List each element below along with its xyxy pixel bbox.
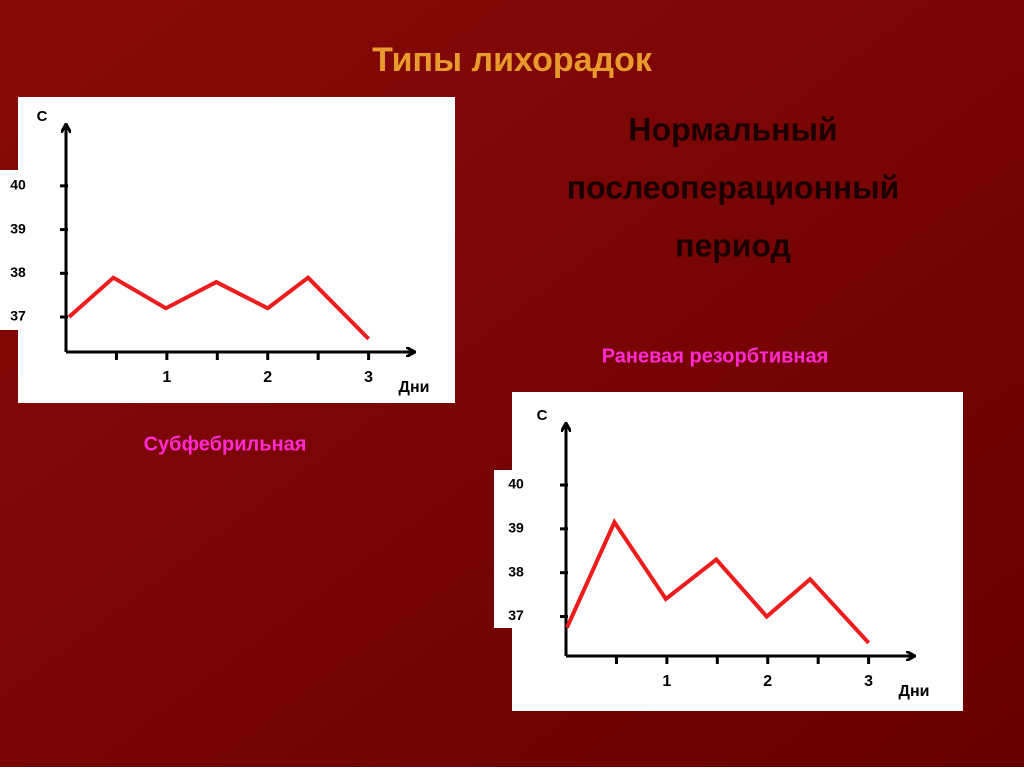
- y-tick-label: 40: [10, 177, 26, 193]
- chart-panel: [18, 97, 455, 403]
- x-tick-label: 2: [263, 369, 272, 386]
- chart-panel: [512, 392, 963, 711]
- x-axis-label: Дни: [399, 379, 430, 396]
- chart-title: Субфебрильная: [144, 433, 307, 455]
- y-tick-label: 37: [10, 308, 26, 324]
- slide-title: Типы лихорадок: [372, 41, 653, 79]
- y-axis-label: С: [537, 407, 548, 424]
- x-tick-label: 3: [864, 673, 873, 690]
- line: [67, 275, 371, 341]
- y-tick-label: 38: [508, 563, 524, 579]
- y-axis-label: С: [37, 108, 48, 125]
- chart-panel: [0, 170, 30, 330]
- y-tick-label: 39: [10, 220, 26, 236]
- heading: Нормальный: [628, 111, 837, 147]
- line: [565, 518, 871, 645]
- x-axis-label: Дни: [899, 683, 930, 700]
- y-tick-label: 37: [508, 607, 524, 623]
- heading: послеоперационный: [567, 169, 900, 205]
- x-tick-label: 1: [162, 369, 171, 386]
- y-tick-label: 39: [508, 520, 524, 536]
- x-tick-label: 2: [763, 673, 772, 690]
- chart-panel: [494, 470, 524, 628]
- chart-title: Раневая резорбтивная: [602, 345, 829, 367]
- x-tick-label: 1: [662, 673, 671, 690]
- heading: период: [675, 227, 791, 263]
- y-tick-label: 38: [10, 264, 26, 280]
- x-tick-label: 3: [364, 369, 373, 386]
- y-tick-label: 40: [508, 476, 524, 492]
